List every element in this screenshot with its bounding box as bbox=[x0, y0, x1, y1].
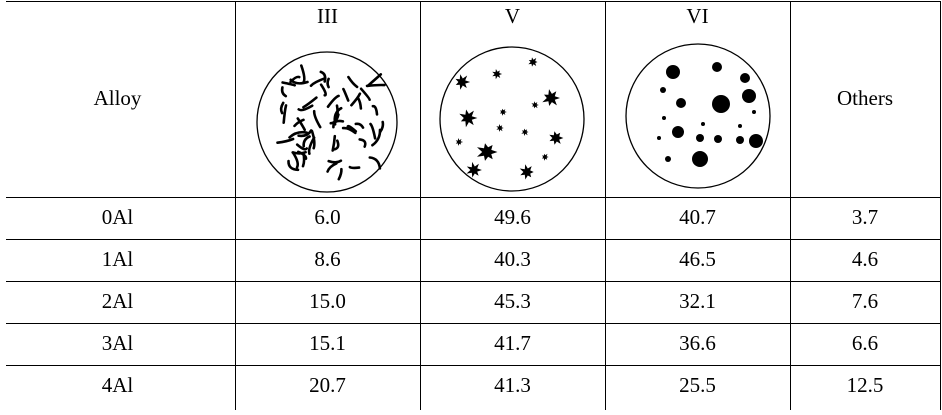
graphite-sphere bbox=[742, 89, 756, 103]
graphite-flake bbox=[328, 163, 337, 171]
body-cell: 1Al bbox=[102, 247, 134, 271]
body-cell: 40.7 bbox=[679, 205, 716, 229]
body-cell: 4.6 bbox=[852, 247, 878, 271]
table: Alloy III V VI Others 0Al 6.0 49.6 40.7 3.7 1Al 8.6… bbox=[0, 0, 942, 410]
graphite-nodule bbox=[549, 131, 563, 145]
graphite-sphere bbox=[676, 98, 686, 108]
graphite-flake bbox=[370, 158, 380, 169]
header-cell: Alloy bbox=[94, 86, 142, 110]
graphite-flake bbox=[358, 98, 361, 108]
graphite-flake bbox=[373, 106, 377, 114]
graphite-sphere bbox=[672, 126, 684, 138]
graphite-flake bbox=[350, 167, 359, 168]
graphite-flake bbox=[311, 78, 325, 86]
page: {"table": { "header": ["Alloy", "III", "… bbox=[0, 0, 942, 410]
graphite-sphere bbox=[692, 151, 708, 167]
graphite-sphere bbox=[712, 95, 730, 113]
graphite-flake bbox=[343, 89, 348, 100]
graphite-sphere bbox=[696, 134, 704, 142]
graphite-sphere bbox=[666, 65, 680, 79]
body-cell: 25.5 bbox=[679, 373, 716, 397]
body-cell: 49.6 bbox=[494, 205, 531, 229]
header-cell: V bbox=[505, 4, 520, 28]
graphite-sphere bbox=[749, 134, 763, 148]
body-cell: 7.6 bbox=[852, 289, 878, 313]
graphite-flake bbox=[297, 145, 307, 150]
body-cell: 3Al bbox=[102, 331, 134, 355]
body-cell: 15.0 bbox=[309, 289, 346, 313]
graphite-flake bbox=[284, 105, 286, 122]
graphite-sphere bbox=[752, 110, 756, 114]
body-cell: 20.7 bbox=[309, 373, 346, 397]
graphite-nodule bbox=[531, 101, 538, 108]
table-cells: Alloy III V VI Others 0Al 6.0 49.6 40.7 3.7 1Al 8.6… bbox=[94, 4, 893, 397]
graphite-nodule bbox=[542, 154, 549, 161]
body-cell: 41.3 bbox=[494, 373, 531, 397]
header-cell: Others bbox=[837, 86, 893, 110]
graphite-type-vi-image bbox=[626, 44, 770, 188]
graphite-flake bbox=[278, 139, 294, 143]
body-cell: 32.1 bbox=[679, 289, 716, 313]
graphite-flake bbox=[339, 169, 342, 179]
graphite-sphere bbox=[662, 116, 666, 120]
graphite-type-v-image bbox=[440, 47, 584, 191]
body-cell: 6.6 bbox=[852, 331, 878, 355]
graphite-nodule bbox=[459, 110, 477, 128]
graphite-nodule bbox=[492, 69, 502, 79]
graphite-sphere bbox=[665, 156, 671, 162]
graphite-nodule bbox=[477, 143, 498, 161]
graphite-flake bbox=[367, 85, 385, 86]
graphite-flake bbox=[329, 161, 341, 163]
body-cell: 46.5 bbox=[679, 247, 716, 271]
graphite-sphere bbox=[740, 73, 750, 83]
body-cell: 0Al bbox=[102, 205, 134, 229]
graphite-flake bbox=[282, 87, 286, 96]
body-cell: 45.3 bbox=[494, 289, 531, 313]
graphite-flake bbox=[293, 153, 298, 168]
graphite-nodule bbox=[467, 162, 482, 178]
body-cell: 6.0 bbox=[314, 205, 340, 229]
graphite-flake bbox=[356, 124, 363, 128]
graphite-nodule bbox=[528, 57, 537, 66]
graphite-nodule bbox=[500, 109, 507, 116]
body-cell: 12.5 bbox=[847, 373, 884, 397]
graphite-type-iii-image bbox=[257, 52, 397, 192]
body-cell: 4Al bbox=[102, 373, 134, 397]
graphite-nodule bbox=[521, 129, 528, 136]
graphite-flake bbox=[304, 137, 310, 147]
graphite-nodule bbox=[520, 164, 534, 179]
graphite-flake bbox=[328, 79, 329, 87]
graphite-nodule bbox=[456, 138, 463, 146]
graphite-flake bbox=[361, 89, 370, 100]
graphite-flake bbox=[301, 66, 304, 83]
body-cell: 8.6 bbox=[314, 247, 340, 271]
header-cell: VI bbox=[686, 4, 708, 28]
body-cell: 36.6 bbox=[679, 331, 716, 355]
graphite-sphere bbox=[701, 122, 705, 126]
graphite-sphere bbox=[714, 135, 722, 143]
table-rules bbox=[6, 1, 941, 410]
graphite-nodule bbox=[496, 124, 503, 132]
graphite-sphere bbox=[736, 136, 744, 144]
graphite-nodule bbox=[542, 89, 560, 106]
graphite-sphere bbox=[660, 87, 666, 93]
graphite-flake bbox=[360, 139, 366, 146]
graphite-sphere bbox=[738, 124, 742, 128]
graphite-flake bbox=[281, 103, 283, 113]
header-cell: III bbox=[317, 4, 338, 28]
body-cell: 2Al bbox=[102, 289, 134, 313]
body-cell: 15.1 bbox=[309, 331, 346, 355]
graphite-flake bbox=[321, 85, 326, 96]
graphite-flake bbox=[314, 111, 320, 127]
body-cell: 40.3 bbox=[494, 247, 531, 271]
graphite-flake bbox=[348, 77, 357, 87]
graphite-nodule bbox=[456, 74, 471, 90]
graphite-sphere bbox=[712, 62, 722, 72]
body-cell: 41.7 bbox=[494, 331, 531, 355]
graphite-flake bbox=[371, 124, 376, 138]
graphite-sphere bbox=[657, 136, 661, 140]
body-cell: 3.7 bbox=[852, 205, 878, 229]
